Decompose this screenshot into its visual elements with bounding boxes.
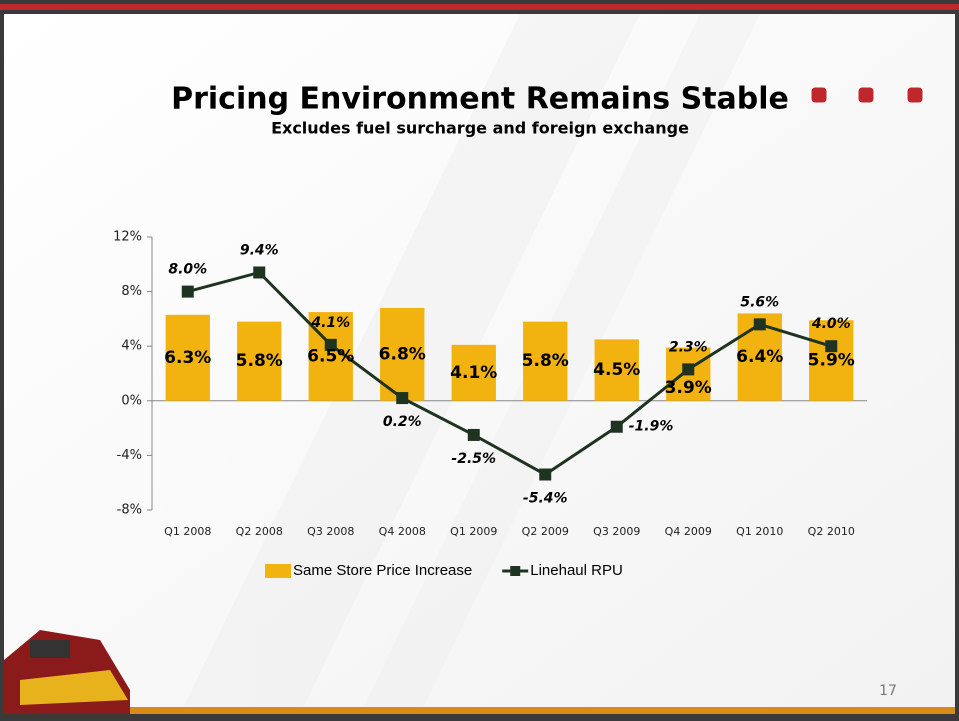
legend-label: Linehaul RPU bbox=[530, 562, 623, 579]
line-value-label: -5.4% bbox=[523, 491, 568, 507]
bar-value-label: 5.8% bbox=[522, 351, 569, 371]
line-value-label: 5.6% bbox=[740, 294, 779, 310]
line-marker bbox=[539, 468, 552, 481]
line-marker bbox=[253, 266, 266, 279]
bar-value-label: 5.8% bbox=[236, 351, 283, 371]
line-value-label: -2.5% bbox=[451, 451, 496, 467]
x-tick-label: Q2 2008 bbox=[236, 525, 283, 538]
legend-marker bbox=[510, 566, 521, 576]
chart-title: Pricing Environment Remains Stable bbox=[171, 82, 789, 117]
x-tick-label: Q3 2009 bbox=[593, 525, 640, 538]
line-marker bbox=[396, 392, 409, 405]
bar-value-label: 6.8% bbox=[379, 344, 426, 364]
y-tick-label: 12% bbox=[113, 230, 142, 245]
line-value-label: -1.9% bbox=[629, 419, 674, 435]
bar bbox=[451, 344, 496, 401]
bar-value-label: 5.9% bbox=[808, 351, 855, 371]
x-tick-label: Q3 2008 bbox=[307, 525, 354, 538]
line-value-label: 4.0% bbox=[811, 316, 851, 332]
line-marker bbox=[181, 285, 194, 298]
bar-value-label: 4.5% bbox=[593, 360, 640, 380]
line-value-label: 8.0% bbox=[168, 262, 207, 278]
line-marker bbox=[610, 420, 623, 433]
line-marker bbox=[467, 428, 480, 441]
bar bbox=[165, 314, 210, 401]
bar-value-label: 6.5% bbox=[307, 346, 354, 366]
legend-label: Same Store Price Increase bbox=[293, 562, 472, 579]
line-value-label: 0.2% bbox=[383, 414, 422, 430]
line-value-label: 9.4% bbox=[240, 242, 279, 258]
legend-swatch bbox=[265, 564, 291, 578]
line-marker bbox=[753, 318, 766, 331]
line bbox=[187, 270, 832, 477]
bottom-band bbox=[4, 707, 955, 714]
top-band bbox=[0, 4, 959, 10]
bar-value-label: 4.1% bbox=[450, 363, 497, 383]
page-number: 17 bbox=[879, 683, 897, 699]
x-tick-label: Q2 2009 bbox=[522, 525, 569, 538]
y-tick-label: 0% bbox=[121, 393, 142, 408]
chart-subtitle: Excludes fuel surcharge and foreign exch… bbox=[271, 119, 689, 138]
y-tick-label: 4% bbox=[121, 339, 142, 354]
bar bbox=[594, 339, 639, 401]
x-tick-label: Q1 2010 bbox=[736, 525, 783, 538]
y-tick-label: 8% bbox=[121, 284, 142, 299]
line-marker bbox=[825, 340, 838, 353]
bar-value-label: 6.4% bbox=[736, 347, 783, 367]
bar bbox=[809, 320, 854, 401]
bar-value-label: 3.9% bbox=[665, 378, 712, 398]
y-tick-label: -8% bbox=[117, 503, 142, 518]
line-value-label: 2.3% bbox=[669, 339, 708, 355]
line-marker bbox=[682, 363, 695, 376]
line-value-label: 4.1% bbox=[310, 315, 350, 331]
x-tick-label: Q1 2009 bbox=[450, 525, 497, 538]
logos bbox=[810, 86, 924, 104]
train bbox=[4, 630, 130, 714]
y-tick-label: -4% bbox=[117, 448, 142, 463]
x-tick-label: Q4 2008 bbox=[379, 525, 426, 538]
x-tick-label: Q2 2010 bbox=[808, 525, 855, 538]
bar-value-label: 6.3% bbox=[164, 348, 211, 368]
line-marker bbox=[324, 338, 337, 351]
x-tick-label: Q4 2009 bbox=[665, 525, 712, 538]
x-tick-label: Q1 2008 bbox=[164, 525, 211, 538]
bar bbox=[237, 321, 282, 401]
bar bbox=[523, 321, 568, 401]
